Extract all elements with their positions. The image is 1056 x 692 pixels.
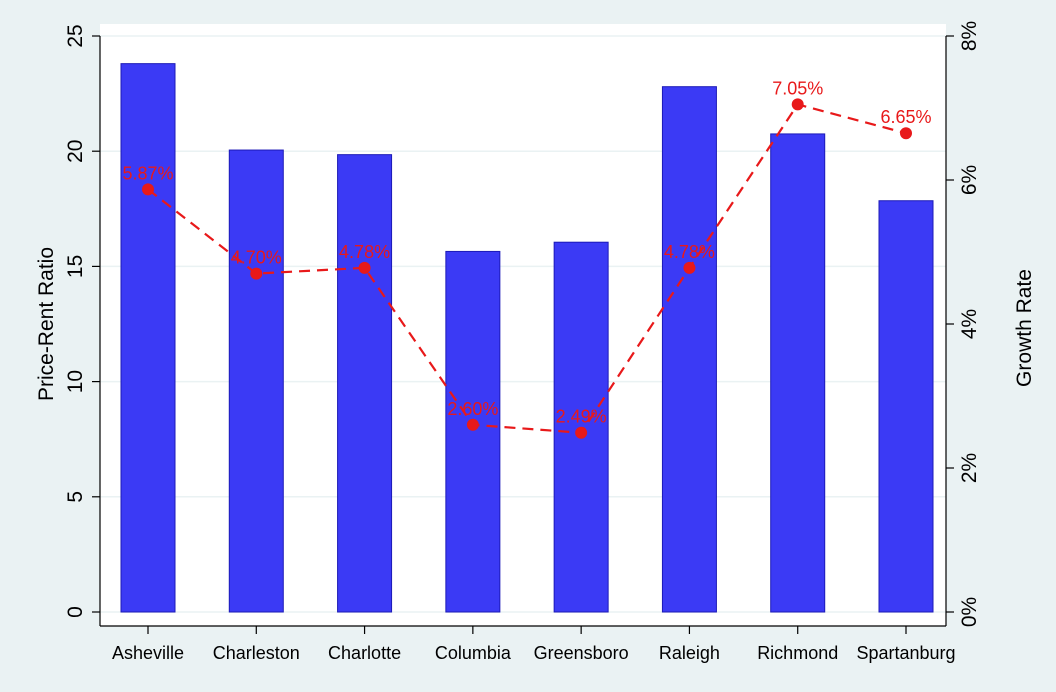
data-label: 4.70% — [231, 248, 282, 268]
growth-point — [900, 127, 912, 140]
growth-point — [466, 418, 479, 431]
data-label: 6.65% — [880, 107, 931, 127]
growth-point — [250, 267, 263, 280]
bar — [120, 63, 176, 613]
x-tick-label: Charlotte — [328, 643, 401, 663]
bar — [445, 250, 501, 613]
y-tick-label: 20 — [64, 140, 87, 163]
data-label: 2.49% — [556, 407, 607, 427]
bar — [661, 86, 717, 613]
data-label: 7.05% — [772, 78, 823, 98]
growth-series: 5.87% 4.70% 4.78% 2.60% 2.49% 4.78% 7.05% 6.65% — [122, 78, 932, 439]
y-tick-label: 15 — [64, 255, 87, 278]
growth-point — [683, 261, 696, 274]
y-tick-label: 0 — [64, 606, 87, 618]
axes: 0 5 10 15 20 25 0% 2% 4% 6% 8% Asheville Charleston C… — [64, 21, 981, 663]
growth-point — [358, 261, 371, 274]
x-tick-label: Raleigh — [659, 643, 720, 663]
growth-point — [791, 98, 804, 111]
data-label: 2.60% — [447, 399, 498, 419]
y2-tick-label: 2% — [958, 453, 981, 483]
y2-tick-label: 6% — [958, 165, 981, 195]
data-label: 5.87% — [122, 163, 173, 183]
x-tick-label: Richmond — [757, 643, 838, 663]
x-tick-label: Charleston — [213, 643, 300, 663]
bar — [878, 200, 934, 613]
growth-point — [142, 183, 154, 196]
y-tick-label: 25 — [64, 24, 87, 47]
bar — [553, 241, 609, 613]
y2-tick-label: 0% — [958, 597, 981, 627]
y2-tick-label: 8% — [958, 21, 981, 51]
data-label: 4.78% — [664, 242, 715, 262]
y-tick-label: 10 — [64, 370, 87, 393]
x-tick-label: Columbia — [435, 643, 512, 663]
y-axis-title: Price-Rent Ratio — [35, 247, 58, 401]
y2-axis-title: Growth Rate — [1013, 269, 1036, 387]
x-tick-label: Asheville — [112, 643, 184, 663]
growth-line — [147, 103, 907, 434]
y2-tick-label: 4% — [958, 309, 981, 339]
y-tick-label: 5 — [64, 491, 87, 503]
bar-series — [120, 63, 934, 613]
data-label: 4.78% — [339, 242, 390, 262]
bar — [337, 154, 393, 613]
x-tick-label: Greensboro — [534, 643, 629, 663]
bar — [228, 149, 284, 613]
x-tick-label: Spartanburg — [856, 643, 955, 663]
growth-point — [575, 426, 588, 439]
bar — [770, 133, 826, 613]
